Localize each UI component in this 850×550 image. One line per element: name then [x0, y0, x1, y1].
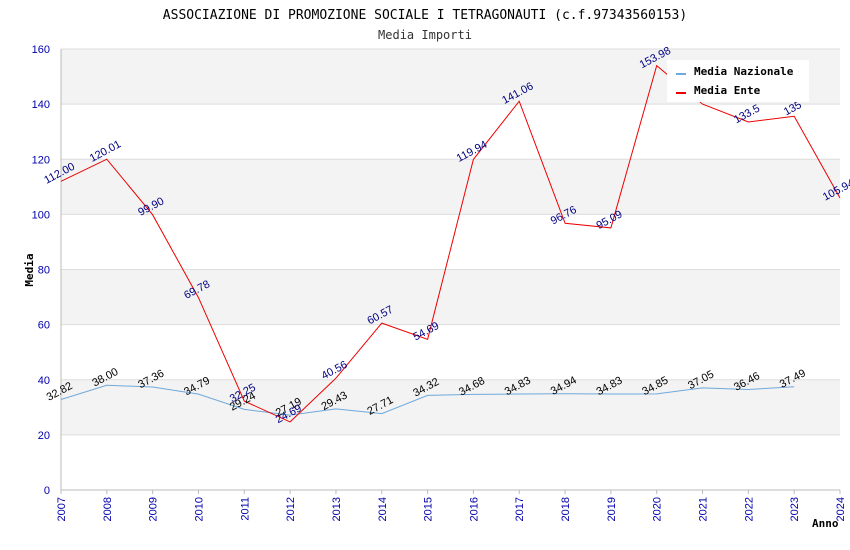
x-tick-label: 2012	[285, 497, 297, 521]
background-band	[61, 214, 840, 270]
y-tick-label: 120	[32, 154, 50, 166]
y-tick-label: 20	[38, 430, 50, 442]
series-lines	[60, 64, 841, 423]
legend-label-media-nazionale: Media Nazionale	[694, 65, 794, 78]
x-tick-label: 2016	[468, 497, 480, 521]
x-tick-label: 2011	[239, 497, 251, 521]
x-tick-label: 2019	[606, 497, 618, 521]
x-tick-label: 2024	[835, 497, 847, 521]
y-tick-label: 60	[38, 320, 50, 332]
y-tick-label: 80	[38, 265, 50, 277]
x-tick-label: 2021	[698, 497, 710, 521]
x-tick-label: 2020	[652, 497, 664, 521]
series-line-media-ente	[60, 64, 841, 423]
x-tick-label: 2018	[560, 497, 572, 521]
axes	[60, 49, 840, 491]
legend-box	[667, 60, 809, 102]
x-tick-label: 2022	[743, 497, 755, 521]
x-tick-label: 2010	[193, 497, 205, 521]
x-axis-label: Anno	[812, 517, 839, 530]
y-axis-ticks: 0 20 40 60 80 100 120 140 160	[32, 44, 50, 497]
y-tick-label: 160	[32, 44, 50, 56]
legend-label-media-ente: Media Ente	[694, 84, 761, 97]
x-tick-label: 2009	[148, 497, 160, 521]
background-band	[61, 434, 840, 490]
chart-subtitle: Media Importi	[378, 28, 472, 42]
x-tick-label: 2023	[789, 497, 801, 521]
y-axis-label: Media	[23, 253, 36, 286]
x-tick-label: 2014	[377, 497, 389, 521]
x-axis-ticks: 2007 2008 2009 2010 2011 2012 2013 2014 2015 2016…	[56, 490, 847, 521]
chart-title: ASSOCIAZIONE DI PROMOZIONE SOCIALE I TET…	[163, 8, 687, 23]
background-band	[61, 159, 840, 215]
y-tick-label: 0	[44, 485, 50, 497]
x-tick-label: 2007	[56, 497, 68, 521]
series-line-media-nazionale	[60, 384, 795, 416]
background-band	[61, 269, 840, 325]
y-tick-label: 140	[32, 99, 50, 111]
background-band	[61, 379, 840, 435]
x-tick-label: 2008	[102, 497, 114, 521]
y-tick-label: 100	[32, 209, 50, 221]
x-tick-label: 2015	[423, 497, 435, 521]
background-bands	[61, 49, 840, 490]
x-tick-label: 2017	[514, 497, 526, 521]
x-tick-label: 2013	[331, 497, 343, 521]
y-tick-label: 40	[38, 375, 50, 387]
background-band	[61, 324, 840, 380]
legend: Media Nazionale Media Ente	[667, 60, 809, 102]
background-band	[61, 104, 840, 160]
